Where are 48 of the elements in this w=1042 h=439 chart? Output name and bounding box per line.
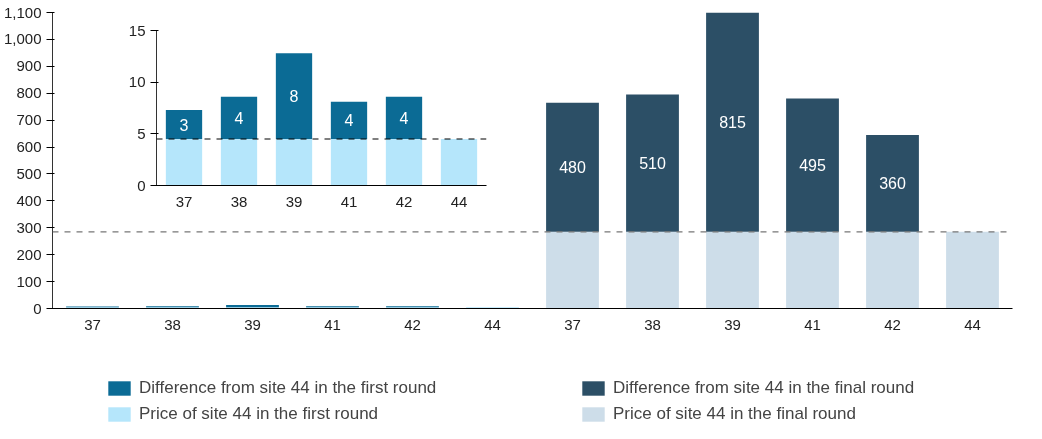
x-tick-label: 37: [175, 192, 193, 210]
x-tick-label: 44: [484, 315, 501, 333]
y-tick-label: 10: [128, 73, 146, 91]
data-label: 4: [234, 109, 244, 127]
y-tick-label: 0: [33, 299, 42, 317]
x-tick-label: 44: [964, 315, 981, 333]
y-tick-label: 900: [16, 57, 42, 75]
y-tick-label: 400: [16, 191, 42, 209]
y-tick-label: 15: [128, 21, 146, 39]
y-tick-label: 500: [16, 164, 42, 182]
x-tick-label: 41: [324, 315, 341, 333]
y-tick-label: 700: [16, 111, 42, 129]
y-tick-label: 600: [16, 138, 42, 156]
y-tick-label: 800: [16, 84, 42, 102]
legend-label: Difference from site 44 in the first round: [139, 378, 438, 398]
x-tick-label: 39: [285, 192, 303, 210]
y-tick-label: 0: [137, 176, 146, 194]
data-label: 3: [179, 116, 189, 134]
x-tick-label: 42: [884, 315, 901, 333]
x-tick-label: 41: [804, 315, 821, 333]
data-label: 510: [639, 155, 666, 173]
x-tick-label: 42: [395, 192, 413, 210]
x-tick-label: 42: [404, 315, 421, 333]
x-tick-label: 41: [340, 192, 358, 210]
y-tick-label: 1,100: [3, 3, 42, 21]
y-tick-label: 300: [16, 218, 42, 236]
legend-label: Price of site 44 in the first round: [139, 404, 380, 424]
data-label: 495: [799, 157, 826, 175]
x-tick-label: 37: [564, 315, 581, 333]
y-tick-label: 5: [137, 124, 146, 142]
data-label: 815: [719, 114, 746, 132]
data-label: 480: [559, 159, 586, 177]
data-label: 4: [399, 109, 409, 127]
data-label: 4: [344, 112, 354, 130]
y-tick-label: 200: [16, 245, 42, 263]
x-tick-label: 44: [450, 192, 468, 210]
y-tick-label: 1,000: [3, 30, 42, 48]
data-label: 360: [879, 175, 906, 193]
x-tick-label: 38: [164, 315, 181, 333]
legend-label: Price of site 44 in the final round: [613, 404, 857, 424]
x-tick-label: 39: [244, 315, 261, 333]
x-tick-label: 38: [644, 315, 661, 333]
x-tick-label: 39: [724, 315, 741, 333]
data-label: 8: [289, 88, 299, 106]
legend-label: Difference from site 44 in the final round: [613, 378, 916, 398]
x-tick-label: 38: [230, 192, 248, 210]
y-tick-label: 100: [16, 272, 42, 290]
x-tick-label: 37: [84, 315, 101, 333]
